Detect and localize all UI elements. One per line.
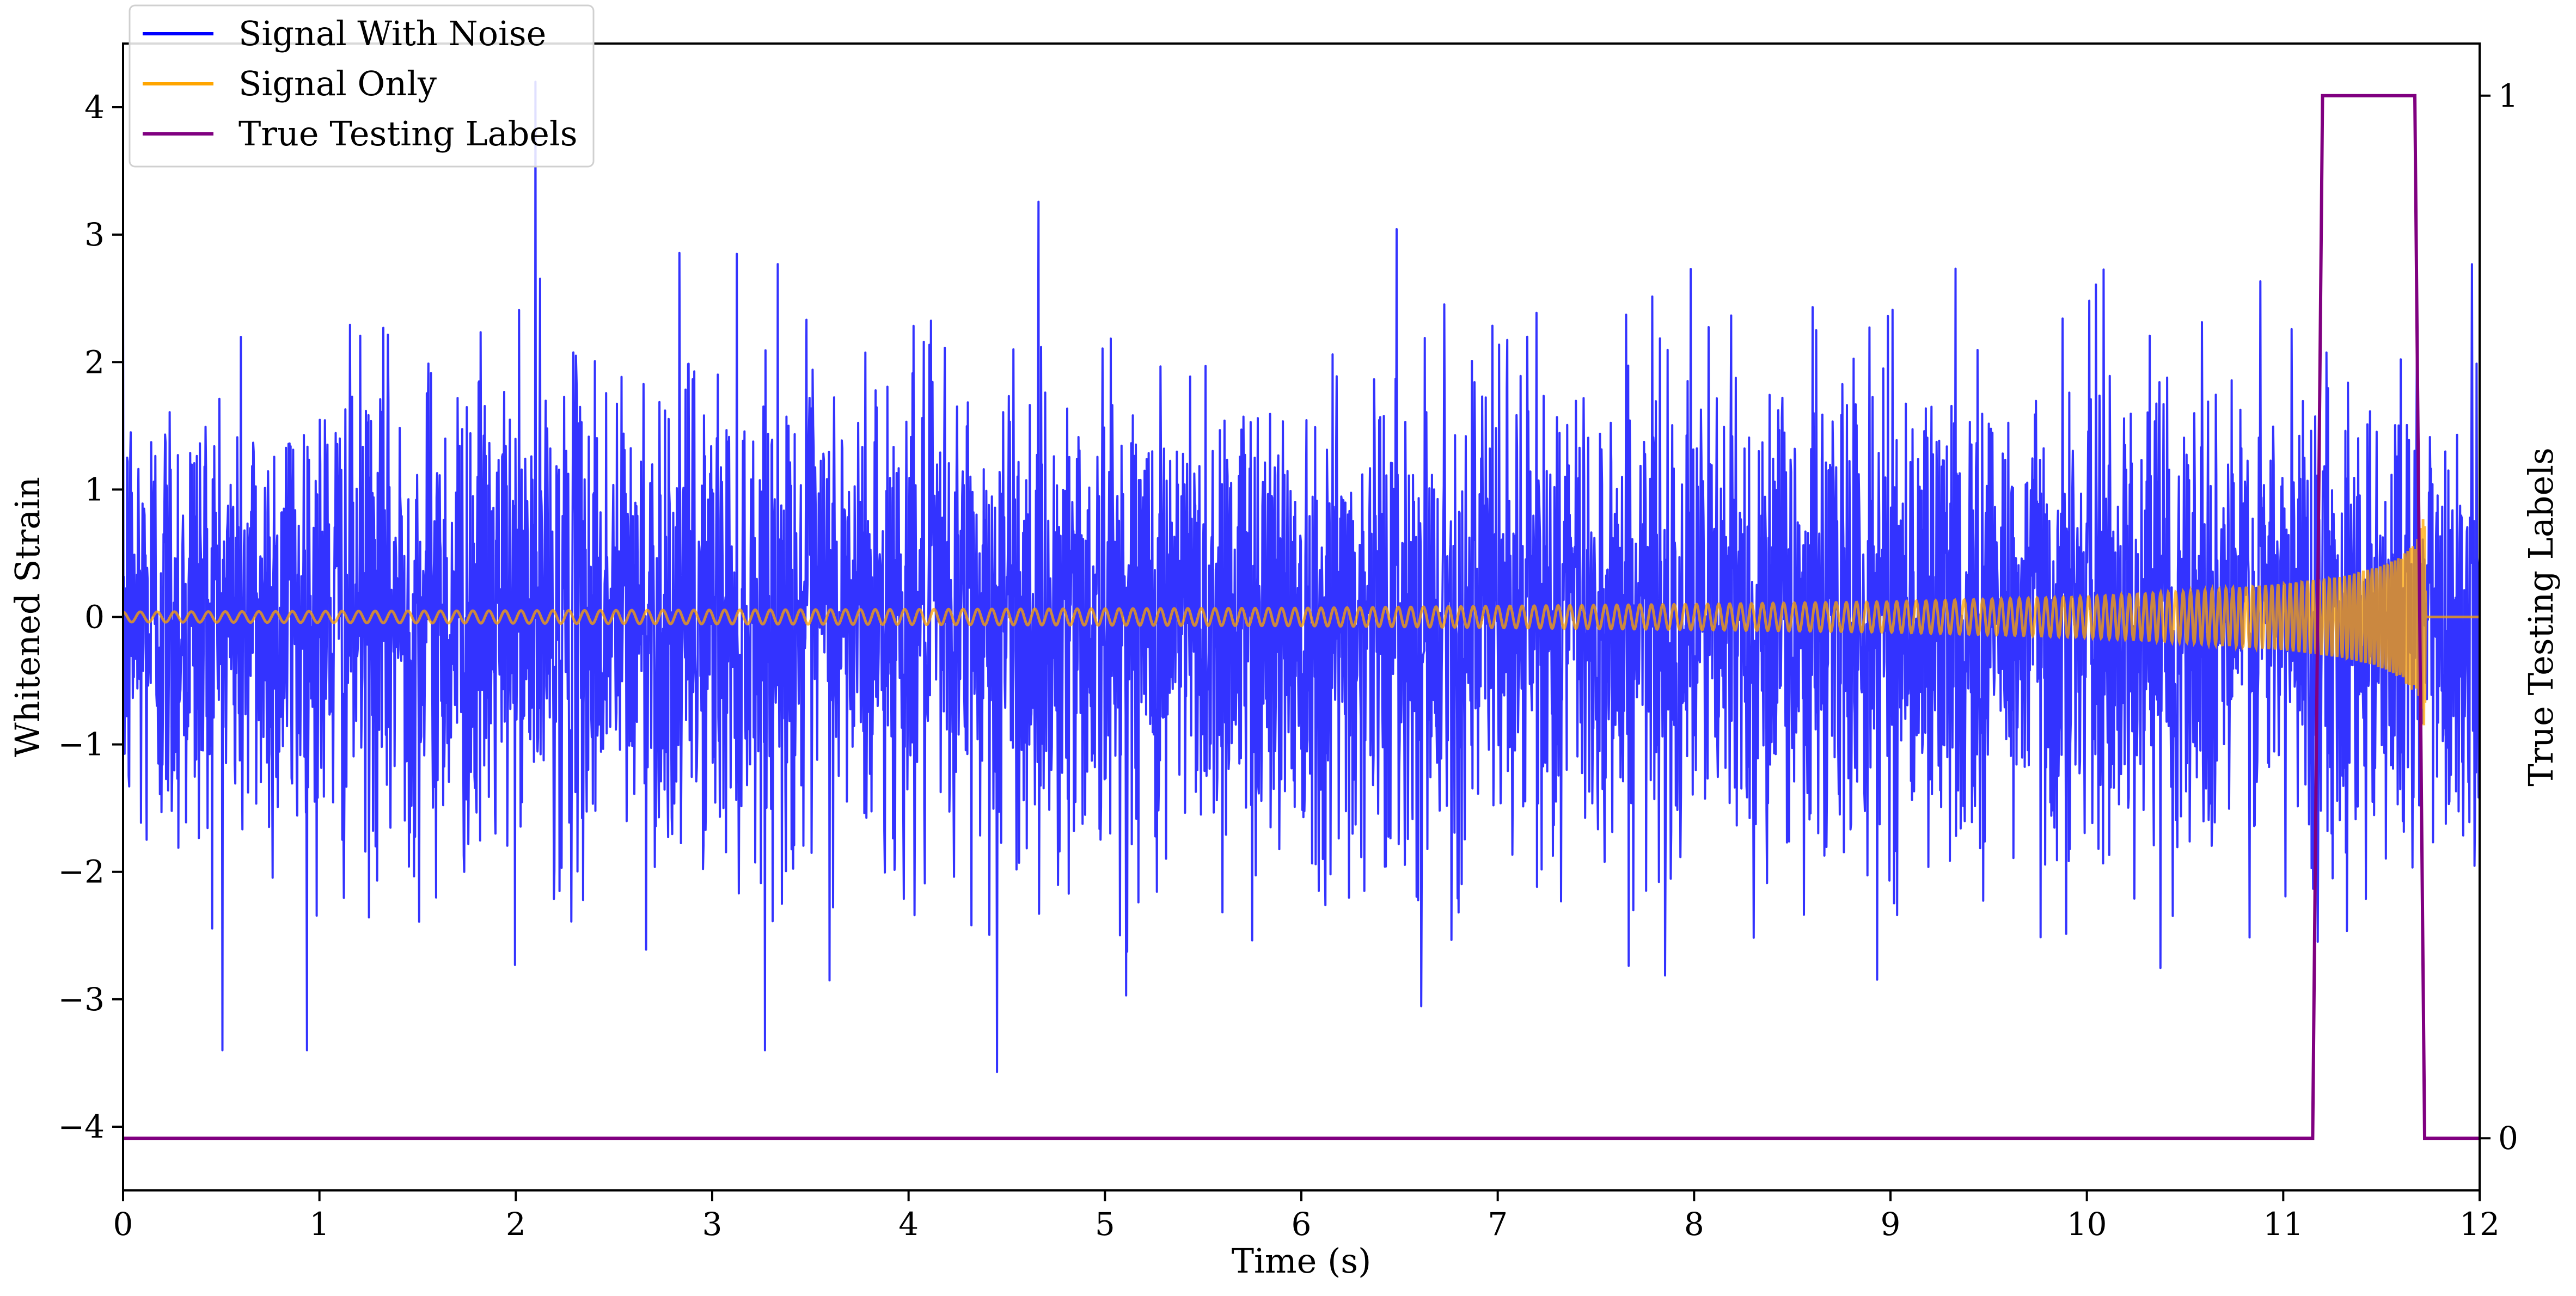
legend-label: Signal With Noise	[238, 14, 546, 53]
legend: Signal With Noise Signal Only True Testing…	[129, 4, 595, 168]
y-tick-label: −2	[58, 853, 105, 890]
y-tick-label: −4	[58, 1108, 105, 1145]
y2-tick-label: 0	[2498, 1120, 2518, 1157]
y-tick-label: −3	[58, 981, 105, 1018]
x-axis-title: Time (s)	[1232, 1241, 1372, 1281]
x-tick-label: 0	[113, 1206, 133, 1243]
y-tick-label: −1	[58, 726, 105, 763]
series-signal-only	[123, 519, 2480, 726]
x-tick-label: 8	[1684, 1206, 1704, 1243]
plot-area	[122, 81, 2481, 1140]
x-tick-label: 7	[1488, 1206, 1508, 1243]
y-tick-label: 3	[84, 216, 105, 253]
y-tick-label: 1	[84, 471, 105, 508]
legend-label: True Testing Labels	[238, 114, 578, 153]
legend-label: Signal Only	[238, 64, 437, 103]
y2-axis-title: True Testing Labels	[2521, 447, 2561, 787]
x-tick-label: 2	[506, 1206, 526, 1243]
x-tick-label: 10	[2067, 1206, 2107, 1243]
x-tick-label: 9	[1881, 1206, 1901, 1243]
y-tick-label: 0	[84, 599, 105, 636]
y-tick-label: 4	[84, 89, 105, 126]
x-tick-label: 3	[702, 1206, 723, 1243]
x-tick-label: 1	[309, 1206, 329, 1243]
y-tick-label: 2	[84, 343, 105, 380]
y2-tick-label: 1	[2498, 77, 2518, 114]
x-tick-label: 5	[1095, 1206, 1115, 1243]
x-tick-label: 4	[898, 1206, 919, 1243]
x-tick-label: 6	[1292, 1206, 1312, 1243]
series-signal-with-noise	[122, 81, 2481, 1073]
x-tick-label: 12	[2459, 1206, 2500, 1243]
series-true-testing-labels	[123, 94, 2480, 1140]
legend-box	[129, 4, 595, 168]
x-tick-label: 11	[2263, 1206, 2303, 1243]
y-axis-title: Whitened Strain	[8, 477, 47, 757]
